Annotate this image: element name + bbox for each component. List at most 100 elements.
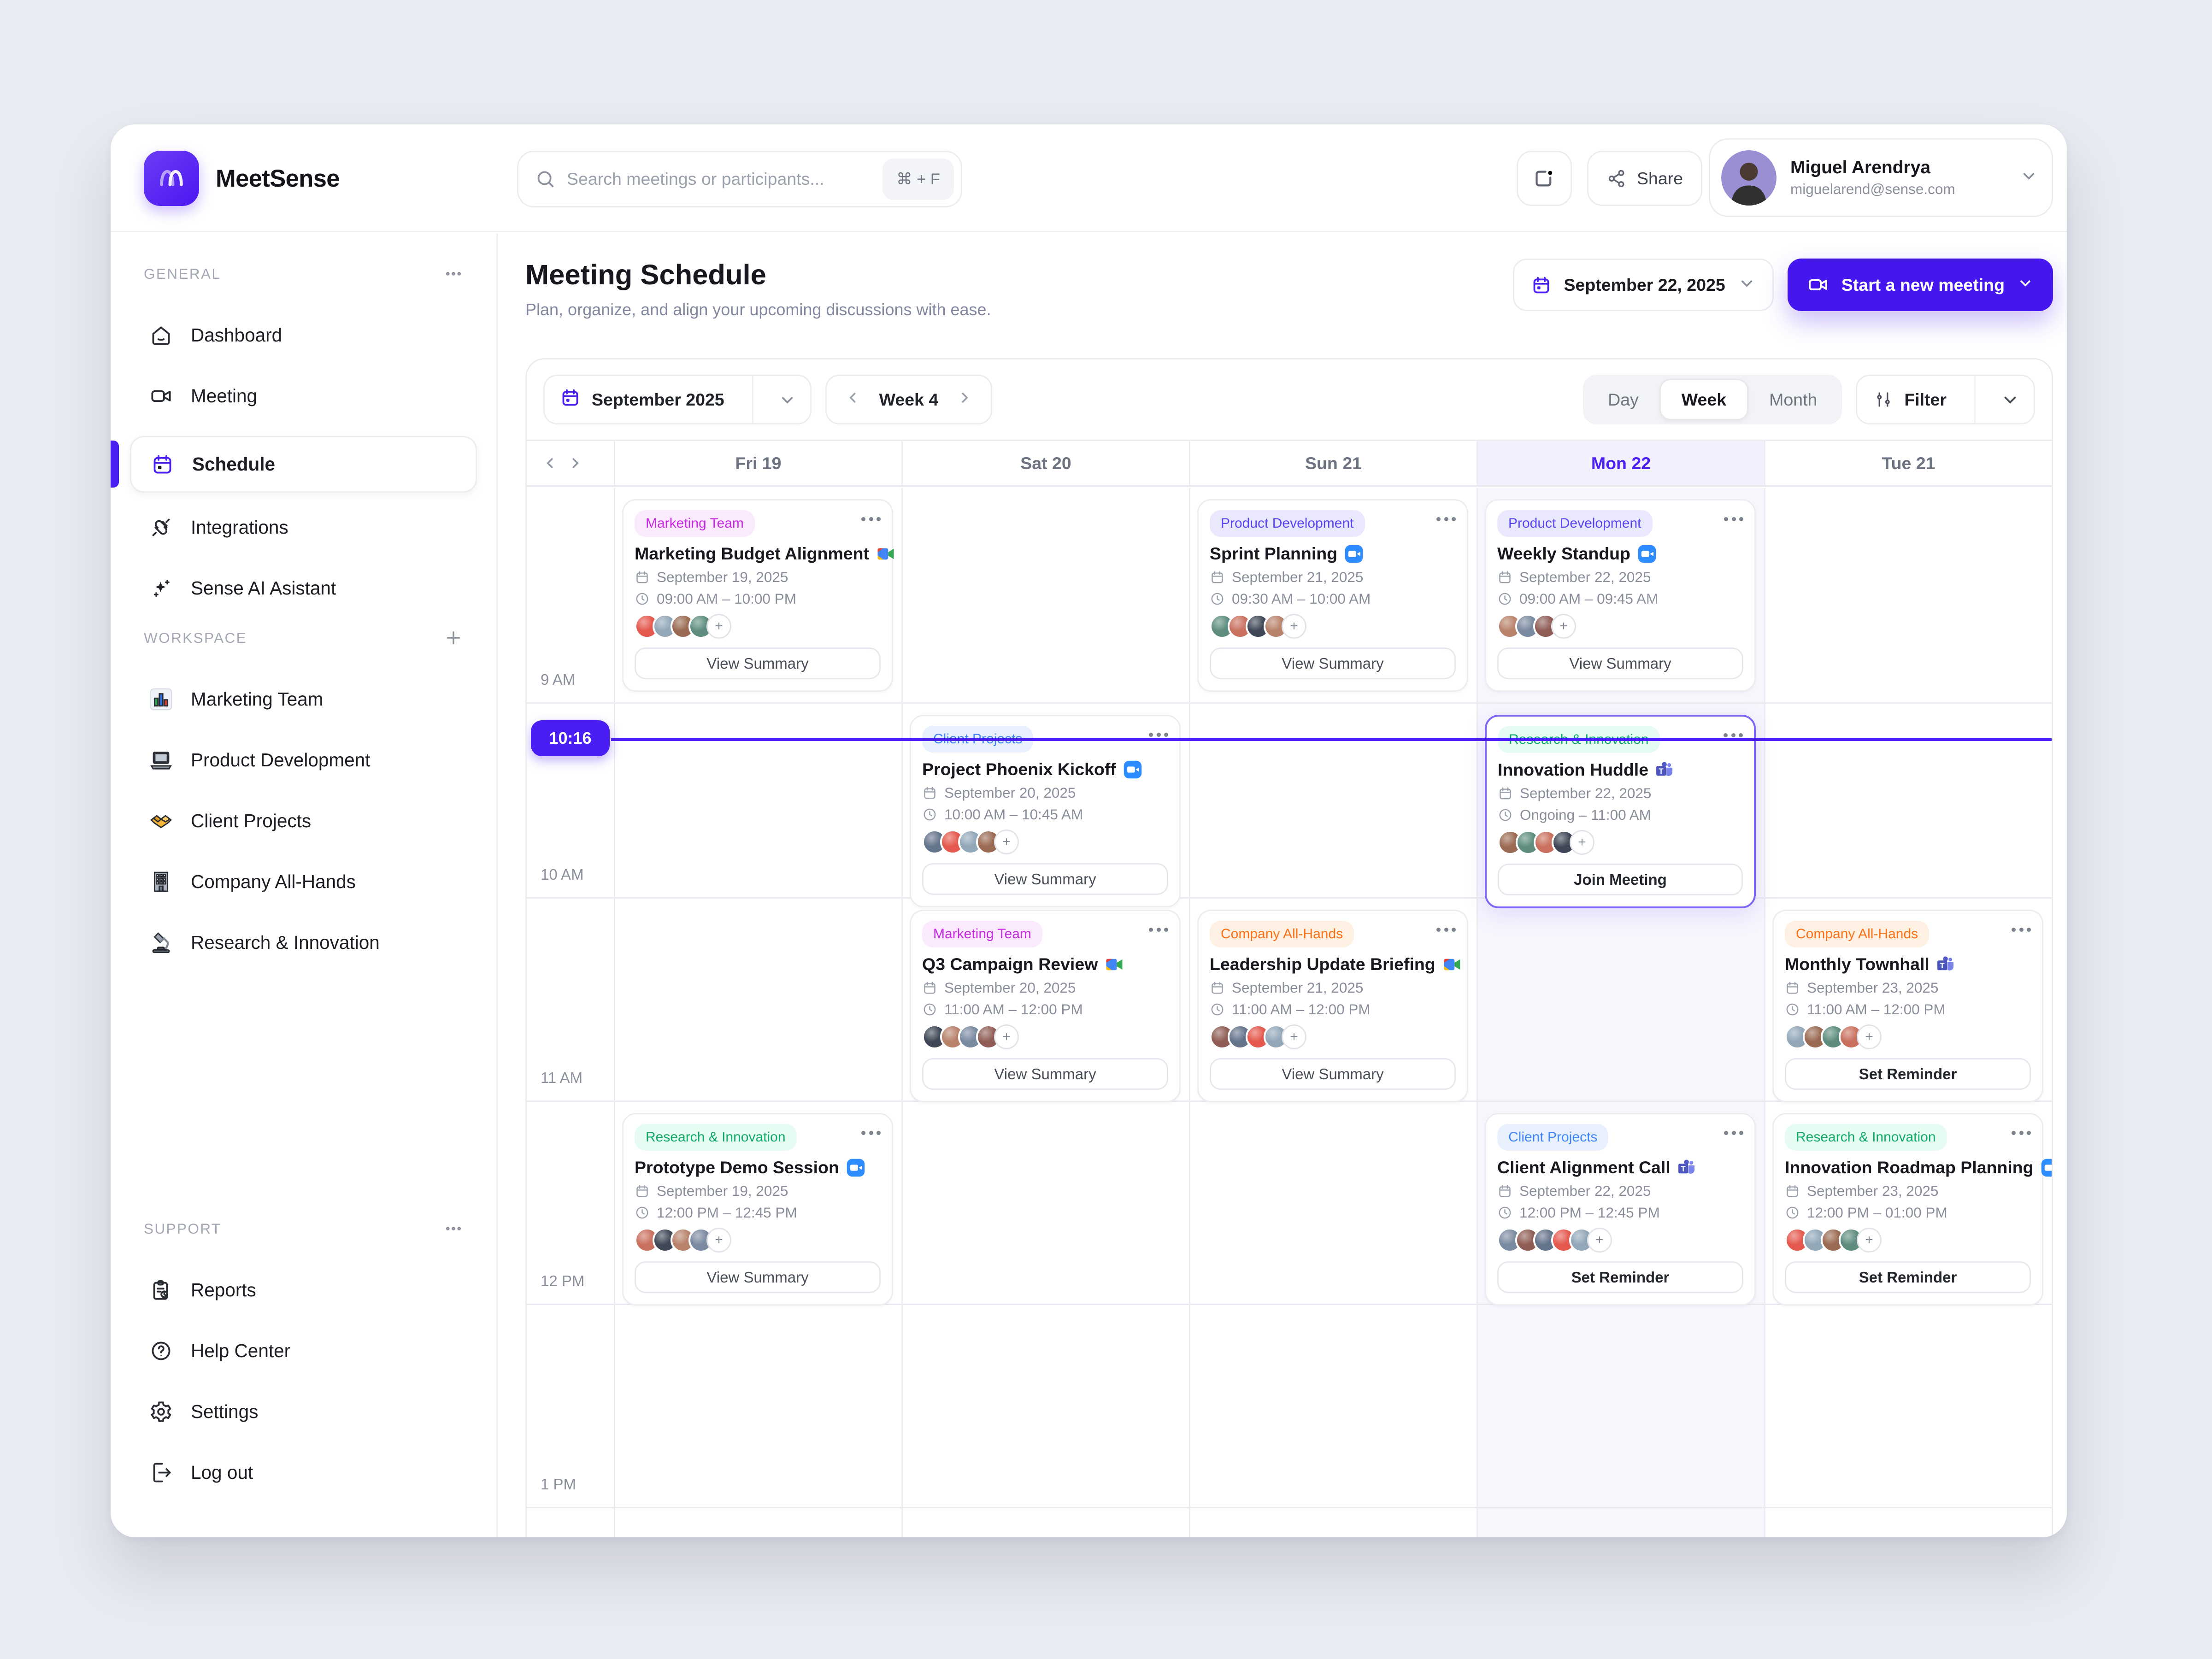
event-card-client-alignment-call[interactable]: Client Projects Client Alignment Call T Sep… xyxy=(1485,1113,1756,1306)
view-summary-button[interactable]: View Summary xyxy=(1210,647,1456,679)
avatar xyxy=(1515,1227,1540,1253)
event-card-prototype-demo-session[interactable]: Research & Innovation Prototype Demo Sess… xyxy=(622,1113,893,1306)
search-bar[interactable]: ⌘ + F xyxy=(517,151,962,207)
sidebar-item-product-development[interactable]: Product Development xyxy=(130,739,477,781)
more-participants-button[interactable]: + xyxy=(994,1024,1019,1049)
calendar-prev-button[interactable] xyxy=(542,455,559,471)
more-participants-button[interactable]: + xyxy=(1570,830,1594,855)
event-date-row: September 20, 2025 xyxy=(922,979,1168,996)
event-card-marketing-budget-alignment[interactable]: Marketing Team Marketing Budget Alignment… xyxy=(622,499,894,692)
chevron-down-icon[interactable] xyxy=(765,391,810,409)
event-date-row: September 19, 2025 xyxy=(635,569,881,586)
more-participants-button[interactable]: + xyxy=(1587,1227,1612,1253)
sidebar-item-help-center[interactable]: Help Center xyxy=(130,1330,477,1371)
set-reminder-button[interactable]: Set Reminder xyxy=(1785,1261,2031,1293)
view-summary-button[interactable]: View Summary xyxy=(1497,647,1743,679)
more-participants-button[interactable]: + xyxy=(1857,1227,1882,1253)
more-participants-button[interactable]: + xyxy=(706,1227,731,1253)
sidebar-item-sense-ai-asistant[interactable]: Sense AI Asistant xyxy=(130,567,477,609)
event-time: 12:00 PM – 12:45 PM xyxy=(1519,1204,1660,1221)
user-profile-menu[interactable]: Miguel Arendrya miguelarend@sense.com xyxy=(1709,138,2053,217)
view-tab-month[interactable]: Month xyxy=(1748,379,1838,420)
sidebar-item-company-all-hands[interactable]: Company All-Hands xyxy=(130,861,477,902)
sidebar-item-research-innovation[interactable]: Research & Innovation xyxy=(130,922,477,963)
view-summary-button[interactable]: View Summary xyxy=(1210,1058,1456,1090)
event-menu-button[interactable] xyxy=(1436,921,1456,932)
event-date-row: September 23, 2025 xyxy=(1785,979,2031,996)
event-menu-button[interactable] xyxy=(1436,510,1456,521)
event-date: September 20, 2025 xyxy=(944,784,1076,801)
event-card-q3-campaign-review[interactable]: Marketing Team Q3 Campaign Review Septembe… xyxy=(910,910,1181,1102)
participant-avatars: + xyxy=(1497,613,1743,639)
event-card-project-phoenix-kickoff[interactable]: Client ProjectsProject Phoenix KickoffSe… xyxy=(910,715,1181,907)
sidebar-item-schedule[interactable]: Schedule xyxy=(130,436,477,493)
search-input[interactable] xyxy=(556,169,883,189)
calendar-next-button[interactable] xyxy=(567,455,583,471)
event-card-sprint-planning[interactable]: Product Development Sprint Planning Septem… xyxy=(1197,499,1468,692)
event-menu-button[interactable] xyxy=(2012,921,2031,932)
event-date: September 20, 2025 xyxy=(944,979,1076,996)
view-summary-button[interactable]: View Summary xyxy=(922,1058,1168,1090)
sidebar-item-integrations[interactable]: Integrations xyxy=(130,506,477,548)
set-reminder-button[interactable]: Set Reminder xyxy=(1785,1058,2031,1090)
event-card-monthly-townhall[interactable]: Company All-Hands Monthly Townhall T Septem… xyxy=(1772,910,2043,1102)
event-card-leadership-update-briefing[interactable]: Company All-Hands Leadership Update Brief… xyxy=(1197,910,1468,1102)
event-menu-button[interactable] xyxy=(1149,726,1168,737)
event-tag-badge: Client Projects xyxy=(1497,1124,1609,1151)
event-menu-button[interactable] xyxy=(2012,1124,2031,1135)
event-tag-badge: Research & Innovation xyxy=(635,1124,797,1151)
time-label: 11 AM xyxy=(541,1069,583,1086)
sidebar-item-meeting[interactable]: Meeting xyxy=(130,375,477,417)
sidebar-item-reports[interactable]: Reports xyxy=(130,1269,477,1311)
view-summary-button[interactable]: View Summary xyxy=(635,647,881,679)
sidebar-item-marketing-team[interactable]: Marketing Team xyxy=(130,678,477,720)
event-card-innovation-huddle[interactable]: Research & Innovation Innovation Huddle T S… xyxy=(1485,715,1756,908)
event-menu-button[interactable] xyxy=(1724,1124,1743,1135)
chevron-down-icon xyxy=(1738,272,1756,298)
set-reminder-button[interactable]: Set Reminder xyxy=(1497,1261,1743,1293)
event-menu-button[interactable] xyxy=(1724,510,1743,521)
date-selector[interactable]: September 22, 2025 xyxy=(1512,259,1774,311)
more-participants-button[interactable]: + xyxy=(1551,613,1576,639)
day-header-sun-21: Sun 21 xyxy=(1189,441,1477,485)
event-menu-button[interactable] xyxy=(1724,726,1743,737)
section-menu-button[interactable] xyxy=(444,1219,463,1239)
event-menu-button[interactable] xyxy=(861,510,881,521)
sidebar-item-dashboard[interactable]: Dashboard xyxy=(130,314,477,356)
previous-week-button[interactable] xyxy=(845,389,861,410)
sidebar-item-log-out[interactable]: Log out xyxy=(130,1452,477,1493)
event-tag-badge: Marketing Team xyxy=(922,921,1042,947)
event-title: Innovation Roadmap Planning xyxy=(1785,1158,2034,1177)
more-participants-button[interactable]: + xyxy=(1282,1024,1306,1049)
more-participants-button[interactable]: + xyxy=(1282,613,1306,639)
join-meeting-button[interactable]: Join Meeting xyxy=(1498,864,1743,895)
view-summary-button[interactable]: View Summary xyxy=(635,1261,881,1293)
month-selector[interactable]: September 2025 xyxy=(543,375,812,424)
share-network-icon xyxy=(1608,170,1624,187)
next-week-button[interactable] xyxy=(956,389,973,410)
event-menu-button[interactable] xyxy=(1149,921,1168,932)
more-participants-button[interactable]: + xyxy=(1857,1024,1882,1049)
view-tab-week[interactable]: Week xyxy=(1659,379,1749,420)
chevron-down-icon[interactable] xyxy=(1987,390,2034,409)
start-new-meeting-button[interactable]: Start a new meeting xyxy=(1787,259,2053,311)
more-participants-button[interactable]: + xyxy=(994,829,1019,854)
share-button[interactable]: Share xyxy=(1587,151,1703,206)
event-card-innovation-roadmap-planning[interactable]: Research & Innovation Innovation Roadmap … xyxy=(1772,1113,2052,1306)
sidebar-item-settings[interactable]: Settings xyxy=(130,1391,477,1432)
export-share-screen-button[interactable] xyxy=(1517,151,1572,206)
divider xyxy=(752,376,753,423)
view-tab-day[interactable]: Day xyxy=(1587,379,1659,420)
share-screen-icon xyxy=(1535,171,1552,186)
add-workspace-button[interactable] xyxy=(444,628,463,648)
sidebar-item-label: Help Center xyxy=(191,1340,291,1361)
view-summary-button[interactable]: View Summary xyxy=(922,863,1168,895)
more-participants-button[interactable]: + xyxy=(706,613,731,639)
filter-button[interactable]: Filter xyxy=(1856,375,2035,424)
sidebar-item-client-projects[interactable]: Client Projects xyxy=(130,800,477,841)
chevron-down-icon xyxy=(2020,165,2038,190)
handshake-icon xyxy=(149,809,173,833)
event-card-weekly-standup[interactable]: Product Development Weekly Standup Septemb… xyxy=(1485,499,1756,692)
section-menu-button[interactable] xyxy=(444,264,463,284)
event-menu-button[interactable] xyxy=(861,1124,881,1135)
